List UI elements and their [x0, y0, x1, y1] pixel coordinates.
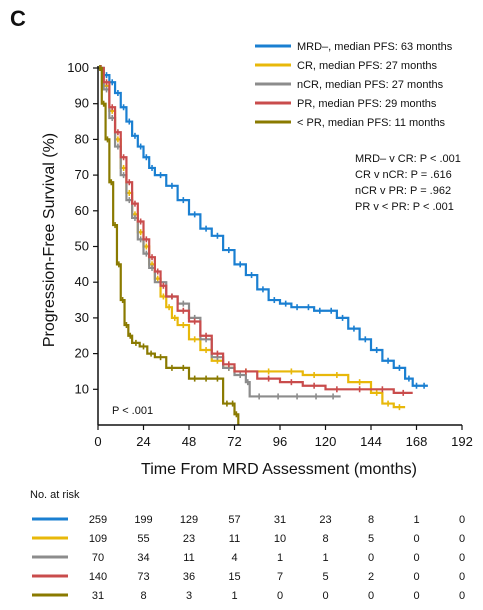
y-tick-label: 80: [75, 131, 89, 146]
risk-cell: 0: [459, 514, 465, 526]
overall-pvalue: P < .001: [112, 405, 153, 417]
risk-cell: 259: [89, 514, 107, 526]
risk-cell: 7: [277, 571, 283, 583]
risk-cell: 10: [274, 533, 286, 545]
risk-cell: 11: [229, 533, 240, 545]
risk-cell: 1: [231, 590, 237, 602]
risk-cell: 31: [274, 514, 286, 526]
risk-cell: 0: [368, 552, 374, 564]
y-tick-label: 30: [75, 310, 89, 325]
risk-cell: 8: [368, 514, 374, 526]
legend-label: PR, median PFS: 29 months: [297, 98, 437, 110]
risk-cell: 0: [322, 590, 328, 602]
risk-cell: 199: [134, 514, 152, 526]
risk-cell: 3: [186, 590, 192, 602]
x-tick-label: 0: [94, 434, 101, 449]
pvalue-pr-vs-lt-pr: PR v < PR: P < .001: [355, 201, 454, 213]
legend: MRD–, median PFS: 63 months CR, median PF…: [255, 41, 453, 129]
y-tick-label: 50: [75, 239, 89, 254]
curve-series-1: [98, 66, 428, 387]
risk-cell: 8: [140, 590, 146, 602]
risk-cell: 70: [92, 552, 104, 564]
y-axis-ticks: 10 20 30 40 50 60 70 80 90 100: [67, 60, 98, 396]
risk-cell: 31: [92, 590, 104, 602]
x-tick-label: 192: [451, 434, 473, 449]
pvalue-mrd-vs-cr: MRD– v CR: P < .001: [355, 153, 461, 165]
risk-cell: 129: [180, 514, 198, 526]
y-tick-label: 100: [67, 60, 89, 75]
curve-series-2: [98, 66, 406, 409]
risk-cell: 0: [459, 533, 465, 545]
risk-cell: 0: [368, 590, 374, 602]
risk-cell: 73: [137, 571, 149, 583]
risk-cell: 55: [137, 533, 149, 545]
plot-area: 0 24 48 72 96 120 144 168 192 10 20 30 40 50 60 70 80 90…: [67, 60, 473, 449]
legend-label: CR, median PFS: 27 months: [297, 60, 438, 72]
y-axis-label: Progression-Free Survival (%): [41, 133, 58, 347]
risk-table-title: No. at risk: [30, 489, 80, 501]
risk-cell: 109: [89, 533, 107, 545]
x-tick-label: 120: [315, 434, 337, 449]
risk-cell: 15: [228, 571, 240, 583]
curve-series-5: [98, 66, 240, 425]
risk-cell: 4: [231, 552, 237, 564]
risk-cell: 2: [368, 571, 374, 583]
risk-cell: 5: [322, 571, 328, 583]
x-tick-label: 48: [182, 434, 196, 449]
pvalue-cr-vs-ncr: CR v nCR: P = .616: [355, 169, 452, 181]
legend-label: MRD–, median PFS: 63 months: [297, 41, 453, 53]
risk-cell: 36: [183, 571, 195, 583]
x-axis-label: Time From MRD Assessment (months): [141, 461, 417, 478]
y-tick-label: 20: [75, 346, 89, 361]
risk-cell: 1: [413, 514, 419, 526]
legend-label: nCR, median PFS: 27 months: [297, 79, 444, 91]
y-tick-label: 90: [75, 96, 89, 111]
panel-label: C: [10, 6, 26, 31]
risk-cell: 0: [413, 571, 419, 583]
risk-cell: 34: [137, 552, 149, 564]
risk-cell: 0: [459, 552, 465, 564]
y-tick-label: 70: [75, 167, 89, 182]
risk-cell: 0: [413, 552, 419, 564]
survival-curves: [98, 65, 428, 425]
x-tick-label: 144: [360, 434, 382, 449]
y-tick-label: 10: [75, 381, 89, 396]
pvalue-block: MRD– v CR: P < .001 CR v nCR: P = .616 n…: [355, 153, 461, 213]
risk-cell: 140: [89, 571, 107, 583]
risk-cell: 23: [183, 533, 195, 545]
x-axis-ticks: 0 24 48 72 96 120 144 168 192: [94, 425, 473, 449]
risk-cell: 0: [413, 533, 419, 545]
y-tick-label: 40: [75, 274, 89, 289]
x-tick-label: 96: [273, 434, 287, 449]
x-tick-label: 168: [406, 434, 428, 449]
x-tick-label: 72: [227, 434, 241, 449]
risk-cell: 1: [277, 552, 283, 564]
risk-cell: 0: [459, 590, 465, 602]
risk-cell: 1: [322, 552, 328, 564]
risk-cell: 0: [277, 590, 283, 602]
y-tick-label: 60: [75, 203, 89, 218]
pvalue-ncr-vs-pr: nCR v PR: P = .962: [355, 185, 451, 197]
risk-cell: 23: [319, 514, 331, 526]
x-tick-label: 24: [136, 434, 150, 449]
risk-cell: 11: [183, 552, 194, 564]
risk-cell: 0: [459, 571, 465, 583]
risk-cell: 8: [322, 533, 328, 545]
risk-cell: 57: [228, 514, 240, 526]
risk-cell: 5: [368, 533, 374, 545]
risk-cell: 0: [413, 590, 419, 602]
legend-label: < PR, median PFS: 11 months: [297, 117, 446, 129]
